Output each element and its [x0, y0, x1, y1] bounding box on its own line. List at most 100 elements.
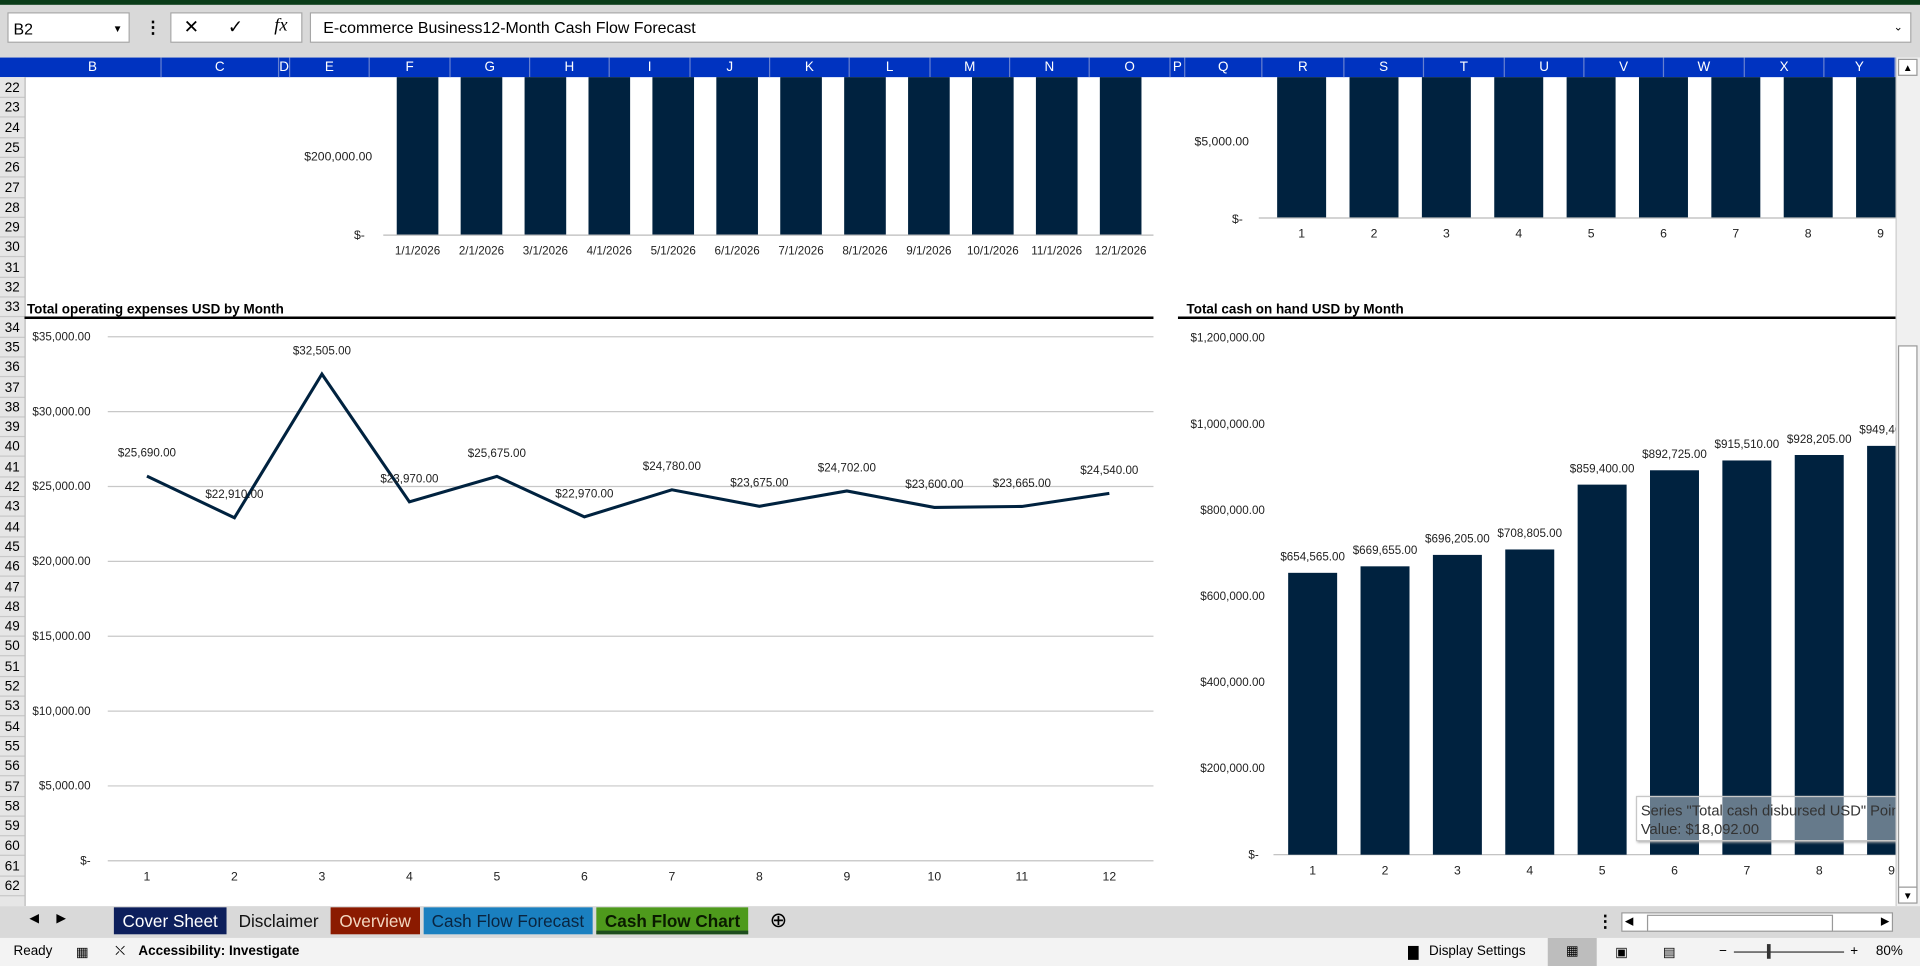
row-header-35[interactable]: 35 — [0, 338, 25, 358]
column-header-s[interactable]: S — [1344, 57, 1425, 78]
scroll-left-icon[interactable]: ◀ — [1624, 914, 1634, 927]
row-header-32[interactable]: 32 — [0, 278, 25, 298]
row-header-56[interactable]: 56 — [0, 757, 25, 777]
row-header-43[interactable]: 43 — [0, 498, 25, 518]
column-header-e[interactable]: E — [290, 57, 370, 78]
row-header-34[interactable]: 34 — [0, 318, 25, 338]
add-sheet-icon[interactable]: ⊕ — [769, 908, 788, 932]
tab-cash-flow-chart[interactable]: Cash Flow Chart — [596, 907, 749, 935]
tab-cover-sheet[interactable]: Cover Sheet — [113, 907, 227, 935]
column-header-l[interactable]: L — [850, 57, 931, 78]
row-header-44[interactable]: 44 — [0, 517, 25, 538]
zoom-out-icon[interactable]: − — [1719, 944, 1728, 959]
tab-cash-flow-forecast[interactable]: Cash Flow Forecast — [423, 907, 593, 935]
row-header-26[interactable]: 26 — [0, 158, 25, 178]
row-header-41[interactable]: 41 — [0, 458, 25, 478]
column-header-v[interactable]: V — [1584, 57, 1665, 78]
cancel-icon[interactable]: ✕ — [183, 17, 200, 38]
row-header-58[interactable]: 58 — [0, 797, 25, 817]
enter-icon[interactable]: ✓ — [227, 17, 244, 38]
column-header-n[interactable]: N — [1010, 57, 1090, 78]
row-header-39[interactable]: 39 — [0, 418, 25, 438]
formula-input[interactable]: E-commerce Business12-Month Cash Flow Fo… — [309, 12, 1912, 43]
tab-overview[interactable]: Overview — [330, 907, 420, 935]
column-header-w[interactable]: W — [1664, 57, 1745, 78]
row-header-53[interactable]: 53 — [0, 697, 25, 717]
accessibility-status[interactable]: Accessibility: Investigate — [138, 944, 300, 959]
scroll-down-icon[interactable]: ▼ — [1897, 886, 1918, 904]
column-header-t[interactable]: T — [1424, 57, 1505, 78]
column-header-q[interactable]: Q — [1185, 57, 1263, 78]
column-header-j[interactable]: J — [691, 57, 771, 78]
zoom-slider[interactable] — [1733, 951, 1845, 953]
tab-options-icon[interactable]: ⋮ — [1596, 911, 1614, 931]
row-header-28[interactable]: 28 — [0, 198, 25, 218]
column-header-b[interactable]: B — [24, 57, 162, 78]
column-header-m[interactable]: M — [931, 57, 1011, 78]
normal-view-icon[interactable]: ▦ — [1547, 937, 1597, 966]
column-header-c[interactable]: C — [162, 57, 280, 78]
row-header-36[interactable]: 36 — [0, 358, 25, 378]
zoom-in-icon[interactable]: + — [1850, 944, 1859, 959]
row-header-22[interactable]: 22 — [0, 78, 25, 98]
column-header-f[interactable]: F — [370, 57, 451, 78]
row-header-38[interactable]: 38 — [0, 398, 25, 418]
row-header-24[interactable]: 24 — [0, 118, 25, 138]
accessibility-icon[interactable]: ⛌ — [115, 944, 126, 959]
row-header-49[interactable]: 49 — [0, 617, 25, 637]
row-header-54[interactable]: 54 — [0, 717, 25, 737]
row-header-61[interactable]: 61 — [0, 857, 25, 877]
row-header-25[interactable]: 25 — [0, 138, 25, 158]
row-header-42[interactable]: 42 — [0, 478, 25, 498]
row-header-40[interactable]: 40 — [0, 438, 25, 458]
row-header-30[interactable]: 30 — [0, 238, 25, 258]
name-box[interactable]: B2 ▼ — [7, 12, 130, 43]
calculator-icon[interactable]: ▦ — [75, 945, 89, 961]
row-header-31[interactable]: 31 — [0, 258, 25, 278]
display-settings-button[interactable]: Display Settings — [1428, 944, 1526, 959]
insert-function-icon[interactable]: fx — [274, 15, 288, 36]
row-header-50[interactable]: 50 — [0, 637, 25, 657]
row-header-57[interactable]: 57 — [0, 777, 25, 797]
column-header-p[interactable]: P — [1171, 57, 1186, 78]
row-header-52[interactable]: 52 — [0, 677, 25, 697]
display-settings-icon[interactable]: ▇ — [1408, 945, 1419, 961]
column-header-y[interactable]: Y — [1824, 57, 1896, 78]
row-header-45[interactable]: 45 — [0, 537, 25, 558]
row-header-37[interactable]: 37 — [0, 378, 25, 398]
zoom-slider-thumb[interactable] — [1766, 944, 1771, 959]
horizontal-scrollbar[interactable]: ◀ ▶ — [1621, 912, 1894, 932]
vertical-scroll-thumb[interactable] — [1897, 345, 1918, 891]
column-header-i[interactable]: I — [610, 57, 691, 78]
column-header-u[interactable]: U — [1505, 57, 1585, 78]
column-header-h[interactable]: H — [530, 57, 610, 78]
row-header-60[interactable]: 60 — [0, 837, 25, 857]
tab-disclaimer[interactable]: Disclaimer — [238, 911, 319, 931]
more-options-icon[interactable]: ⋮ — [144, 17, 162, 37]
column-header-d[interactable]: D — [279, 57, 291, 78]
column-header-x[interactable]: X — [1745, 57, 1825, 78]
row-header-48[interactable]: 48 — [0, 597, 25, 617]
page-break-view-icon[interactable]: ▤ — [1662, 945, 1676, 961]
tab-scroll-left-icon[interactable]: ◀ — [29, 912, 39, 926]
row-header-62[interactable]: 62 — [0, 877, 25, 897]
zoom-level[interactable]: 80% — [1875, 944, 1903, 959]
horizontal-scroll-thumb[interactable] — [1646, 914, 1834, 932]
row-header-47[interactable]: 47 — [0, 577, 25, 597]
expand-formula-icon[interactable]: ⌄ — [1893, 20, 1903, 34]
row-header-51[interactable]: 51 — [0, 657, 25, 677]
scroll-right-icon[interactable]: ▶ — [1880, 914, 1890, 927]
row-header-27[interactable]: 27 — [0, 178, 25, 198]
row-header-55[interactable]: 55 — [0, 737, 25, 757]
column-header-r[interactable]: R — [1262, 57, 1345, 78]
tab-scroll-right-icon[interactable]: ▶ — [56, 912, 66, 926]
row-header-29[interactable]: 29 — [0, 218, 25, 238]
column-header-k[interactable]: K — [770, 57, 850, 78]
scroll-up-icon[interactable]: ▲ — [1897, 58, 1918, 76]
page-layout-view-icon[interactable]: ▣ — [1615, 945, 1628, 961]
row-header-59[interactable]: 59 — [0, 817, 25, 837]
column-header-g[interactable]: G — [451, 57, 531, 78]
row-header-23[interactable]: 23 — [0, 98, 25, 118]
column-header-o[interactable]: O — [1090, 57, 1171, 78]
row-header-46[interactable]: 46 — [0, 557, 25, 577]
